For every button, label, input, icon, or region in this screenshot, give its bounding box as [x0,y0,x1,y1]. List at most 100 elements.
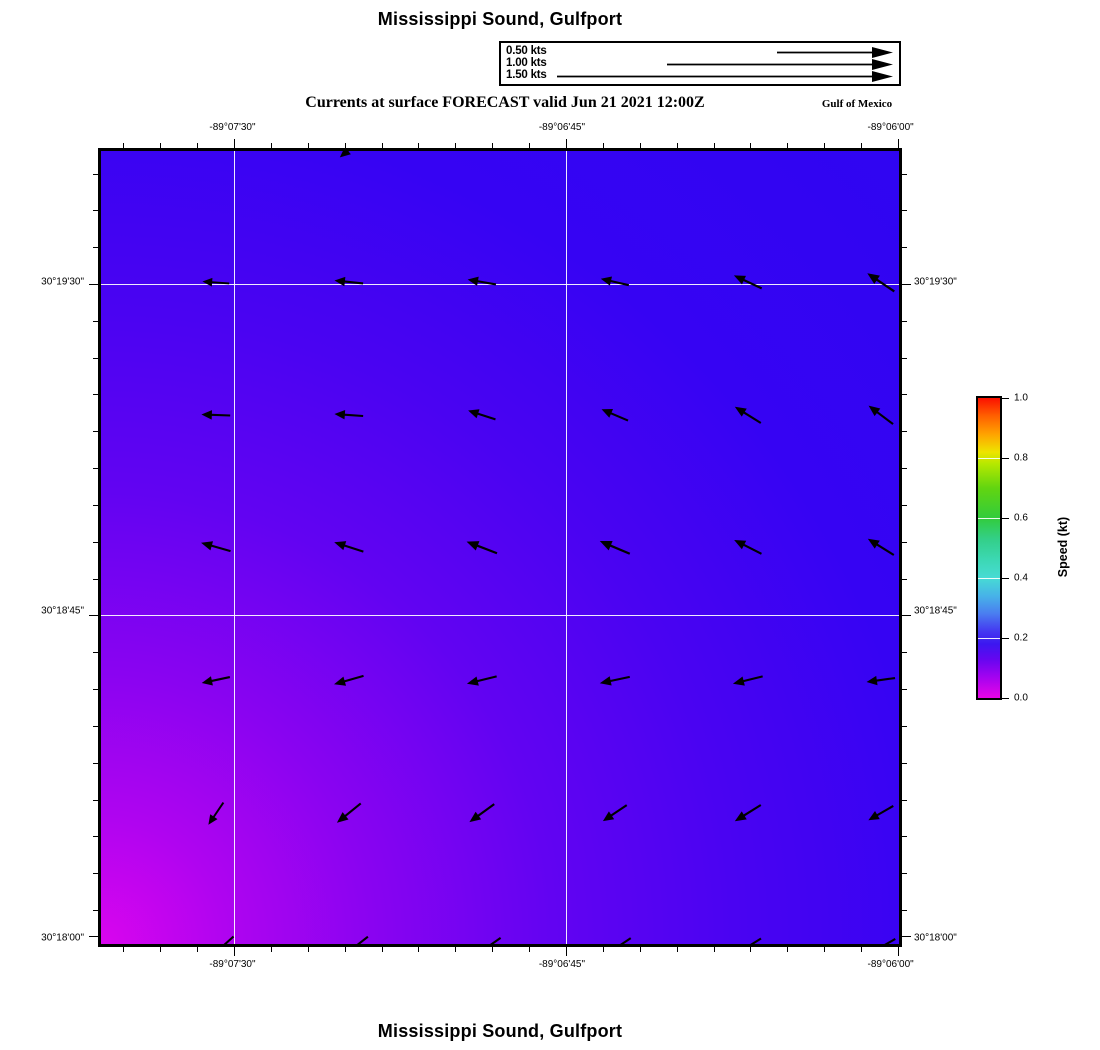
tick-mark [824,143,826,148]
tick-mark [492,143,494,148]
tick-mark [902,468,907,470]
tick-mark [93,247,98,249]
tick-mark [93,762,98,764]
map-area [101,151,899,944]
current-vector-arrow [333,273,364,290]
tick-mark [676,143,678,148]
tick-mark [492,947,494,952]
tick-mark [93,725,98,727]
tick-mark [529,947,531,952]
tick-mark [902,541,907,543]
axis-tick-label: -89°06'45" [538,959,586,970]
tick-mark [455,143,457,148]
legend-scale-label: 1.00 kts [506,57,547,69]
axis-tick-label: -89°06'00" [867,122,914,133]
map-frame [98,148,902,947]
tick-mark [418,143,420,148]
current-vector-arrow [465,669,499,690]
tick-mark [197,947,199,952]
legend-scale-label: 1.50 kts [506,69,547,81]
page-title-bottom: Mississippi Sound, Gulfport [377,1021,623,1041]
current-vector-arrow [466,404,499,427]
current-vector-arrow [733,932,766,944]
axis-tick-label: 30°19'30" [914,276,957,288]
axis-ticks-right [902,151,911,938]
tick-mark [529,143,531,148]
current-vector-arrow [603,932,636,944]
tick-mark [89,615,98,617]
tick-mark [861,947,863,952]
current-vector-arrow [335,151,367,163]
legend-scale-arrow [667,58,893,71]
tick-mark [902,910,907,912]
tick-mark [861,143,863,148]
axis-tick-label: 30°18'00" [41,932,84,944]
tick-mark [89,936,98,937]
tick-mark [93,468,98,470]
tick-mark [902,762,907,764]
colorbar-gridline [978,518,1000,520]
tick-mark [902,836,907,838]
legend-scale-arrow [777,46,893,59]
colorbar-tick [1002,578,1009,579]
tick-mark [93,578,98,580]
tick-mark [902,173,907,175]
tick-mark [93,836,98,838]
axis-tick-label: -89°06'00" [867,959,914,970]
current-vector-arrow [332,797,366,828]
current-vector-arrow [473,932,506,944]
colorbar-gridline [978,458,1000,460]
tick-mark [233,139,235,148]
current-vector-arrow [731,401,766,430]
current-vector-arrow [599,799,632,827]
tick-mark [639,143,641,148]
tick-mark [565,947,567,956]
tick-mark [93,541,98,543]
tick-mark [307,947,309,952]
page-title-top: Mississippi Sound, Gulfport [377,9,623,29]
tick-mark [902,504,907,506]
meridian-gridline [234,151,236,944]
colorbar-tick [1002,398,1009,399]
colorbar-tick-label: 0.4 [1014,572,1028,584]
current-vector-arrow [202,275,231,290]
colorbar-tick [1002,698,1009,699]
tick-mark [93,689,98,691]
axis-tick-label: 30°19'30" [41,276,84,288]
legend-scale-label: 0.50 kts [506,45,547,57]
tick-mark [93,799,98,801]
parallel-gridline [101,615,899,617]
axis-tick-label: 30°18'00" [914,932,957,944]
tick-mark [902,247,907,249]
current-vector-arrow [339,931,373,944]
current-vector-arrow [332,669,367,691]
current-vector-arrow [199,536,234,558]
tick-mark [902,283,911,285]
current-vector-arrow [207,931,239,944]
tick-mark [344,143,346,148]
current-vector-arrow [463,534,500,560]
tick-mark [93,431,98,433]
colorbar-tick-label: 0.2 [1014,632,1028,644]
tick-mark [307,143,309,148]
tick-mark [750,143,752,148]
tick-mark [455,947,457,952]
colorbar [976,396,1002,700]
current-vector-arrow [201,407,231,422]
tick-mark [93,357,98,359]
tick-mark [89,283,98,285]
tick-mark [713,947,715,952]
colorbar-tick [1002,458,1009,459]
current-vector-arrow [864,533,899,562]
parallel-gridline [101,284,899,286]
current-vector-arrow [465,798,499,828]
tick-mark [902,357,907,359]
tick-mark [123,143,125,148]
tick-mark [160,947,162,952]
tick-mark [93,320,98,322]
tick-mark [902,689,907,691]
tick-mark [197,143,199,148]
tick-mark [897,139,899,148]
current-vector-arrow [864,400,898,430]
